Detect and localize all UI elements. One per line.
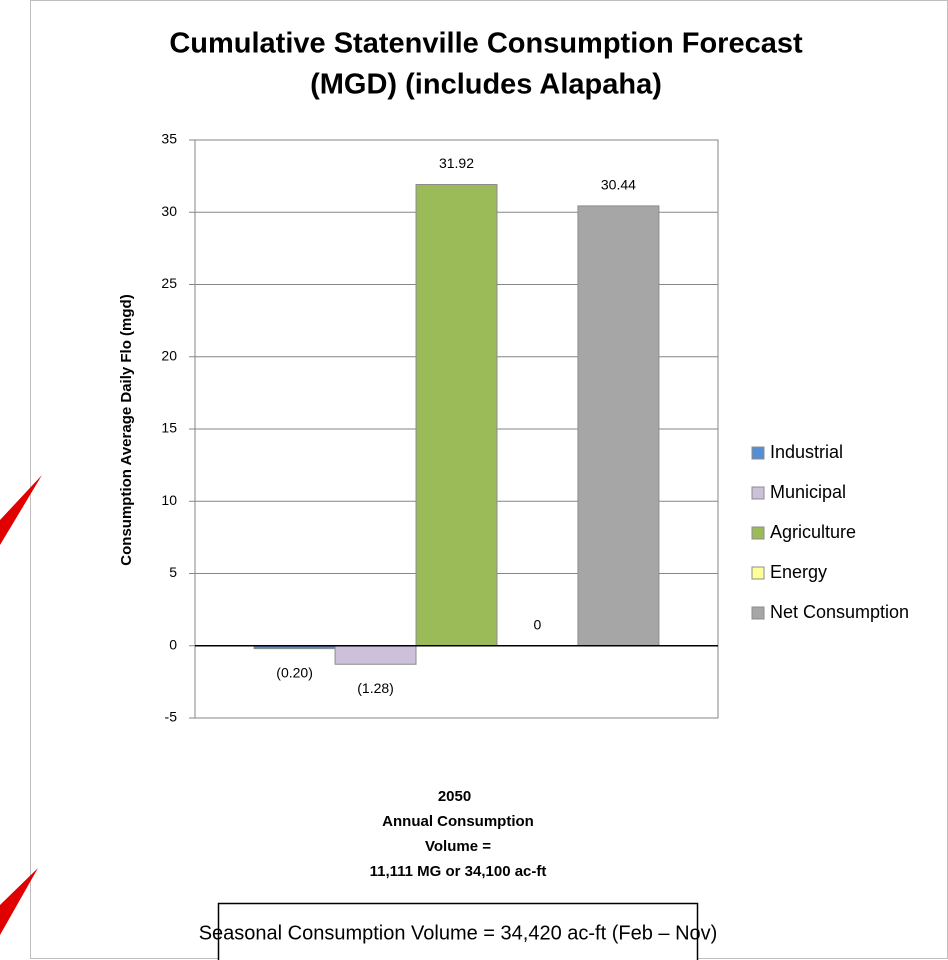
y-tick-label: 0 [169, 636, 177, 652]
y-tick-label: -5 [165, 709, 178, 725]
legend-label: Municipal [770, 482, 846, 502]
y-tick-label: 25 [161, 275, 177, 291]
data-label: 0 [534, 616, 542, 632]
legend-label: Industrial [770, 442, 843, 462]
note-box [217, 902, 699, 960]
data-label: (0.20) [276, 664, 313, 680]
arrow [0, 868, 38, 935]
x-axis-label: Volume = [425, 838, 491, 855]
legend-swatch [751, 486, 765, 500]
legend-label: Energy [770, 562, 827, 582]
note: Seasonal Consumption Volume = 34,420 ac-… [199, 922, 718, 944]
bar [577, 205, 660, 647]
data-label: 31.92 [439, 155, 474, 171]
data-label: (1.28) [357, 680, 394, 696]
data-label: 30.44 [601, 177, 636, 193]
y-axis-label: Consumption Average Daily Flo (mgd) [118, 294, 135, 565]
chart-title: Cumulative Statenville Consumption Forec… [169, 28, 803, 60]
arrow [0, 475, 42, 545]
x-axis-label: Annual Consumption [382, 813, 534, 830]
bar [334, 645, 417, 665]
chart-title: (MGD) (includes Alapaha) [310, 69, 662, 101]
y-tick-label: 5 [169, 564, 177, 580]
x-tick-label: 2050 [438, 788, 471, 805]
x-axis-label: 11,111 MG or 34,100 ac-ft [370, 863, 547, 880]
y-tick-label: 20 [161, 347, 177, 363]
legend-swatch [751, 446, 765, 460]
y-tick-label: 15 [161, 420, 177, 436]
legend-label: Net Consumption [770, 602, 909, 622]
legend-swatch [751, 526, 765, 540]
legend-swatch [751, 606, 765, 620]
bar [415, 184, 498, 647]
y-tick-label: 30 [161, 203, 177, 219]
y-tick-label: 10 [161, 492, 177, 508]
legend-label: Agriculture [770, 522, 856, 542]
y-tick-label: 35 [161, 131, 177, 147]
legend-swatch [751, 566, 765, 580]
